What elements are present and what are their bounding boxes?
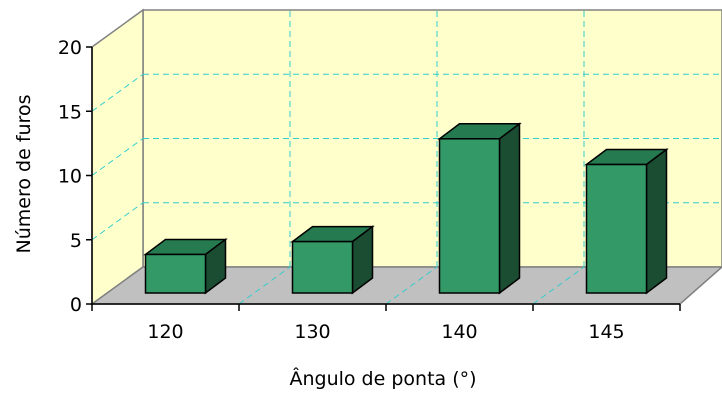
y-axis: 0 5 10 15 20: [58, 37, 93, 316]
y-tick-label: 5: [70, 230, 82, 252]
gridline-horizontal-side: [91, 73, 144, 112]
gridline-vertical-floor: [385, 266, 438, 305]
bar-front-face: [144, 253, 207, 294]
x-tick-label: 120: [147, 321, 183, 343]
y-tick-label: 0: [70, 294, 82, 316]
bar-front-face: [585, 163, 648, 294]
bar-120: [143, 237, 228, 295]
y-tick-label: 20: [58, 37, 82, 59]
bar-140: [437, 122, 522, 295]
gridline-vertical-floor: [532, 266, 585, 305]
bar-side-face: [498, 122, 521, 295]
y-tick-label: 15: [58, 101, 82, 123]
y-axis-title: Número de furos: [13, 95, 35, 254]
bar-side-face: [645, 148, 668, 295]
gridline-vertical-floor: [238, 266, 291, 305]
x-axis: 120 130 140 145: [91, 303, 681, 343]
gridline-horizontal-side: [91, 202, 144, 241]
bar-130: [290, 225, 375, 295]
gridline-horizontal-side: [91, 138, 144, 176]
x-tick-label: 145: [588, 321, 624, 343]
gridlines: [91, 10, 722, 305]
x-axis-title: Ângulo de ponta (°): [289, 367, 476, 390]
bars: [143, 122, 669, 295]
bar-front-face: [291, 240, 354, 294]
bar-front-face: [438, 138, 501, 294]
bar-145: [584, 148, 669, 295]
y-tick-label: 10: [58, 166, 82, 188]
x-tick-label: 140: [441, 321, 477, 343]
x-tick-label: 130: [294, 321, 330, 343]
